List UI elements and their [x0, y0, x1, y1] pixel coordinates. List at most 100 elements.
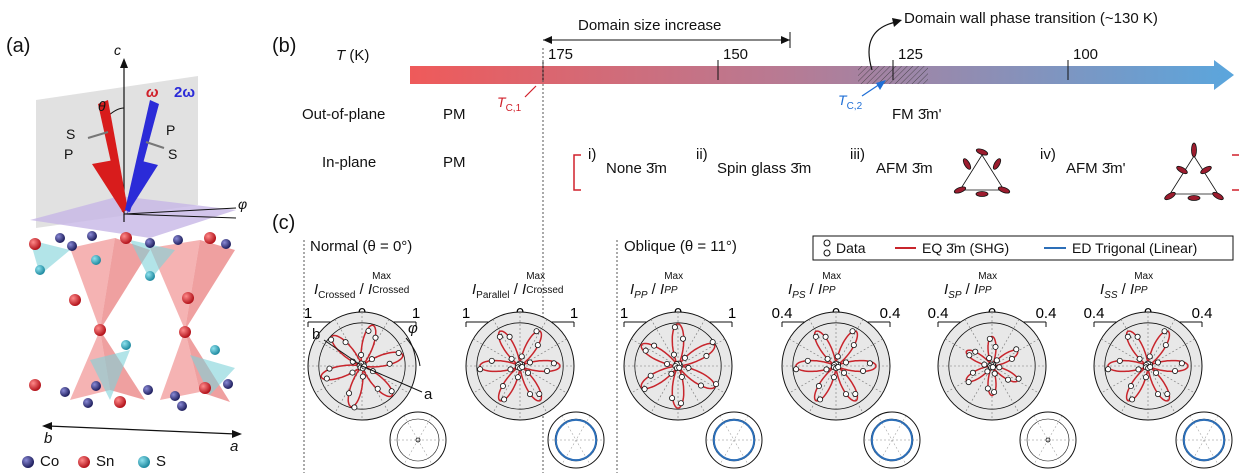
data-point — [647, 372, 654, 379]
data-point — [1154, 391, 1161, 398]
phi-label-c: φ — [408, 320, 418, 337]
scale-tick-label: 0.4 — [880, 305, 901, 322]
data-point — [804, 357, 811, 364]
data-point — [822, 333, 829, 340]
data-point — [815, 383, 822, 390]
data-point — [703, 352, 710, 359]
omega-label: ω — [146, 84, 159, 101]
phi-label-a: φ — [238, 196, 248, 212]
t-label: T (K) — [336, 47, 370, 64]
data-point — [966, 352, 973, 359]
data-point — [670, 351, 677, 358]
scale-tick-label: 0.4 — [772, 305, 793, 322]
data-point — [533, 328, 540, 335]
two-omega-label: 2ω — [174, 84, 196, 101]
tick-150: 150 — [723, 46, 749, 63]
data-point — [1136, 355, 1143, 362]
data-point — [395, 349, 402, 356]
tick-100: 100 — [1073, 46, 1099, 63]
data-point — [664, 360, 671, 367]
data-point — [342, 339, 349, 346]
data-point — [1153, 369, 1160, 376]
legend-co: Co — [40, 453, 60, 470]
data-point — [1142, 374, 1149, 381]
phase-i-num: i) — [588, 146, 597, 163]
data-point — [852, 390, 859, 397]
data-point — [526, 359, 533, 366]
pm-out-of-plane: PM — [443, 106, 466, 123]
inset-gridline — [561, 415, 591, 465]
data-point — [641, 386, 648, 393]
data-point — [514, 374, 521, 381]
data-point — [668, 370, 675, 377]
data-point — [991, 389, 998, 396]
data-point — [358, 351, 365, 358]
pm-in-plane: PM — [443, 154, 466, 171]
data-point — [697, 382, 704, 389]
data-point — [477, 366, 484, 373]
panel-a-label: (a) — [6, 35, 31, 57]
data-point — [866, 360, 873, 367]
scale-tick-label: 0.4 — [1036, 305, 1057, 322]
data-point — [359, 373, 366, 380]
data-point — [713, 381, 720, 388]
data-point — [506, 333, 513, 340]
data-point — [526, 391, 533, 398]
data-point — [842, 359, 849, 366]
atoms — [29, 231, 233, 411]
scale-tick-label: 1 — [462, 305, 470, 322]
polar-title-4: ISP / I Max PP — [944, 271, 998, 301]
data-point — [830, 374, 837, 381]
eq-curve — [479, 330, 561, 402]
data-point — [965, 379, 972, 386]
polar-title-3: IPS / I Max PP — [788, 271, 842, 301]
data-point — [676, 364, 683, 371]
data-point — [368, 356, 375, 363]
polar-title-5: ISS / I Max PP — [1100, 271, 1154, 301]
b-axis-label-a: b — [44, 430, 53, 447]
tick-125: 125 — [898, 46, 924, 63]
polar-title-1: IParallel / I Max Crossed — [472, 271, 564, 301]
c-axis-label: c — [114, 42, 121, 58]
pol-p1: P — [64, 146, 74, 162]
data-point — [372, 334, 379, 341]
scale-tick-label: 1 — [570, 305, 578, 322]
a-axis-label-c: a — [424, 386, 433, 403]
eq-curve — [1107, 330, 1189, 402]
data-point — [1005, 376, 1012, 383]
data-point — [642, 347, 649, 354]
data-point — [374, 385, 381, 392]
polar-title-0: ICrossed / I Max Crossed — [314, 271, 410, 301]
data-point — [823, 366, 830, 373]
data-point — [793, 366, 800, 373]
data-point — [1127, 383, 1134, 390]
data-point — [671, 324, 678, 331]
eq-curve — [320, 324, 404, 408]
panel-b-label: (b) — [272, 35, 297, 57]
crystal-structure-illustration — [22, 58, 242, 468]
pol-s1: S — [66, 126, 76, 142]
tc2-label: TC,2 — [838, 92, 863, 112]
domain-size-label: Domain size increase — [578, 17, 722, 34]
fm-label: FM 3̄m' — [892, 106, 942, 123]
domain-wall-label: Domain wall phase transition (~130 K) — [904, 10, 1158, 27]
inset-gridline — [1189, 415, 1219, 465]
legend-s: S — [156, 453, 167, 470]
data-point — [1161, 328, 1168, 335]
data-point — [1135, 366, 1142, 373]
phase-iii-name: AFM 3̄m — [876, 160, 933, 177]
ed-curve — [712, 418, 756, 462]
data-point — [326, 365, 333, 372]
data-point — [536, 390, 543, 397]
inset-gridline — [877, 415, 907, 465]
scale-tick-label: 1 — [412, 305, 420, 322]
data-point — [849, 328, 856, 335]
data-point — [709, 339, 716, 346]
data-point — [993, 357, 1000, 364]
pol-s2: S — [168, 146, 178, 162]
data-point — [346, 390, 353, 397]
polar-title-2: IPP / I Max PP — [630, 271, 684, 301]
data-point — [678, 373, 685, 380]
data-point — [991, 370, 998, 377]
data-point — [323, 375, 330, 382]
